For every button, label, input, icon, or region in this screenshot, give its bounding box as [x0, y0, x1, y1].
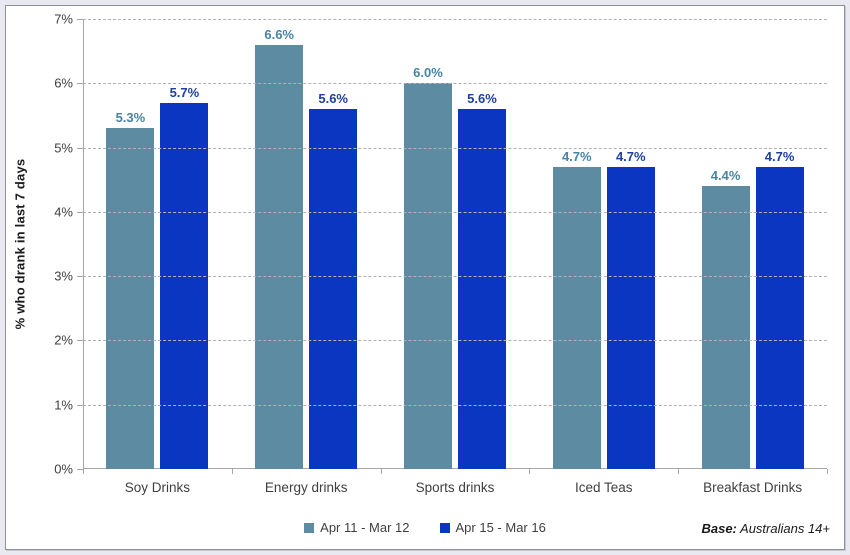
- bar-column: 4.7%: [606, 148, 655, 469]
- bar-apr-15-mar-16-iced-teas: [606, 166, 655, 469]
- bar-value-label-apr-11-mar-12-soy-drinks: 5.3%: [115, 110, 146, 126]
- y-axis-tick: [77, 83, 83, 85]
- legend-label: Apr 11 - Mar 12: [320, 520, 410, 535]
- bar-column: 5.6%: [457, 91, 506, 469]
- base-note-value: Australians 14+: [736, 521, 830, 536]
- x-axis-tick: [678, 469, 680, 474]
- bar-column: 4.7%: [755, 148, 804, 469]
- bars-container: 5.3% 5.7% 6.6% 5.6% 6.0% 5.6% 4.7% 4.7% 4.4% 4.7%: [83, 19, 827, 469]
- legend-swatch-icon: [304, 522, 315, 533]
- gridline-2pct: [83, 340, 827, 342]
- y-tick-label-3pct: 3%: [54, 268, 73, 284]
- y-axis-tick: [77, 404, 83, 406]
- bar-column: 6.0%: [403, 65, 452, 469]
- chart-frame: % who drank in last 7 days 5.3% 5.7% 6.6% 5…: [5, 5, 845, 550]
- y-axis-title: % who drank in last 7 days: [12, 158, 28, 330]
- y-axis-tick: [77, 340, 83, 342]
- bar-apr-11-mar-12-energy-drinks: [255, 44, 304, 469]
- x-axis-labels: Soy Drinks Energy drinks Sports drinks Iced…: [83, 480, 827, 495]
- gridline-7pct: [83, 19, 827, 20]
- bar-column: 5.3%: [106, 110, 155, 469]
- plot-area: 5.3% 5.7% 6.6% 5.6% 6.0% 5.6% 4.7% 4.7% 4.4% 4.7%…: [54, 12, 828, 477]
- legend-swatch-icon: [439, 522, 450, 533]
- bar-value-label-apr-15-mar-16-soy-drinks: 5.7%: [169, 84, 200, 100]
- y-tick-label-4pct: 4%: [54, 204, 73, 220]
- bar-apr-15-mar-16-energy-drinks: [309, 109, 358, 469]
- x-label-breakfast-drinks: Breakfast Drinks: [703, 480, 803, 495]
- y-axis-tick: [77, 211, 83, 213]
- y-tick-label-1pct: 1%: [54, 397, 73, 413]
- bar-column: 5.6%: [309, 91, 358, 469]
- bar-apr-15-mar-16-breakfast-drinks: [755, 166, 804, 469]
- bar-group-breakfast-drinks: 4.4% 4.7%: [678, 19, 827, 469]
- gridline-5pct: [83, 147, 827, 149]
- gridline-3pct: [83, 276, 827, 278]
- bar-group-sports-drinks: 6.0% 5.6%: [381, 19, 530, 469]
- bar-value-label-apr-15-mar-16-breakfast-drinks: 4.7%: [764, 148, 795, 164]
- bar-value-label-apr-15-mar-16-sports-drinks: 5.6%: [467, 91, 497, 106]
- y-tick-label-5pct: 5%: [54, 140, 73, 156]
- x-axis-line: [83, 468, 827, 469]
- bar-value-label-apr-11-mar-12-iced-teas: 4.7%: [561, 148, 592, 164]
- y-axis-line: [83, 19, 84, 469]
- x-axis-tick: [827, 469, 828, 474]
- bar-column: 6.6%: [255, 26, 304, 469]
- bar-apr-15-mar-16-soy-drinks: [160, 102, 209, 469]
- x-axis-tick: [83, 469, 84, 474]
- x-label-iced-teas: Iced Teas: [575, 480, 633, 495]
- y-axis-tick: [77, 147, 83, 149]
- bar-column: 4.4%: [701, 168, 750, 469]
- y-tick-label-6pct: 6%: [54, 75, 73, 91]
- bar-group-energy-drinks: 6.6% 5.6%: [232, 19, 381, 469]
- y-axis-tick: [77, 469, 83, 470]
- x-label-soy-drinks: Soy Drinks: [124, 480, 191, 495]
- bar-value-label-apr-15-mar-16-iced-teas: 4.7%: [615, 148, 646, 164]
- bar-apr-11-mar-12-soy-drinks: [106, 128, 155, 469]
- x-axis-tick: [529, 469, 531, 474]
- bar-value-label-apr-15-mar-16-energy-drinks: 5.6%: [318, 91, 348, 106]
- gridline-6pct: [83, 83, 827, 85]
- bar-apr-11-mar-12-breakfast-drinks: [701, 186, 750, 469]
- bar-column: 4.7%: [552, 148, 601, 469]
- bar-column: 5.7%: [160, 84, 209, 469]
- base-note: Base: Australians 14+: [701, 521, 830, 536]
- base-note-label: Base:: [701, 521, 737, 536]
- y-tick-label-7pct: 7%: [54, 11, 73, 27]
- legend-label: Apr 15 - Mar 16: [455, 520, 546, 535]
- bar-value-label-apr-11-mar-12-sports-drinks: 6.0%: [413, 65, 443, 81]
- gridline-4pct: [83, 211, 827, 213]
- x-axis-tick: [380, 469, 382, 474]
- bar-apr-15-mar-16-sports-drinks: [457, 109, 506, 469]
- legend-item-apr-15-mar-16: Apr 15 - Mar 16: [439, 520, 546, 535]
- y-axis-tick: [77, 19, 83, 20]
- legend: Apr 11 - Mar 12 Apr 15 - Mar 16: [6, 520, 844, 535]
- y-tick-label-2pct: 2%: [54, 332, 73, 348]
- bar-value-label-apr-11-mar-12-energy-drinks: 6.6%: [264, 26, 294, 42]
- y-tick-label-0pct: 0%: [54, 461, 73, 477]
- gridline-1pct: [83, 404, 827, 406]
- bar-value-label-apr-11-mar-12-breakfast-drinks: 4.4%: [710, 168, 741, 184]
- legend-item-apr-11-mar-12: Apr 11 - Mar 12: [304, 520, 410, 535]
- bar-group-iced-teas: 4.7% 4.7%: [529, 19, 678, 469]
- bar-group-soy-drinks: 5.3% 5.7%: [83, 19, 232, 469]
- x-label-sports-drinks: Sports drinks: [415, 480, 495, 495]
- x-axis-tick: [231, 469, 233, 474]
- y-axis-tick: [77, 276, 83, 278]
- x-label-energy-drinks: Energy drinks: [264, 480, 348, 495]
- bar-apr-11-mar-12-iced-teas: [552, 166, 601, 469]
